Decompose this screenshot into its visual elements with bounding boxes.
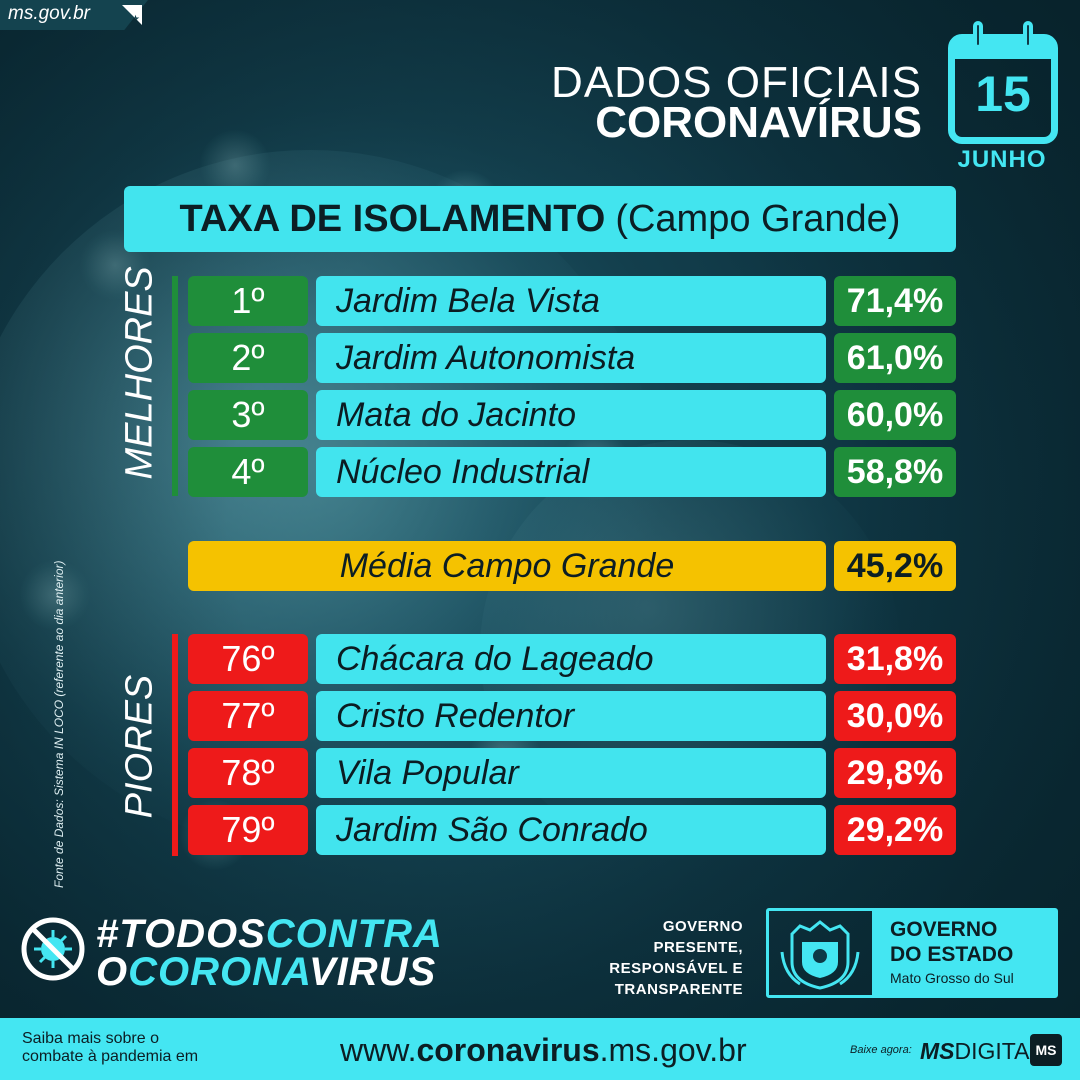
worst-value: 29,8% [834,748,956,798]
campaign-line1: #TODOSCONTRA [96,912,443,957]
worst-label: PIORES [118,674,161,819]
best-label: MELHORES [118,266,161,480]
slogan-line: RESPONSÁVEL E [609,960,743,977]
slogan-line: PRESENTE, [653,939,743,956]
best-value: 71,4% [834,276,956,326]
best-name: Jardim Autonomista [316,333,826,383]
no-virus-icon [21,917,85,981]
url-bold: coronavirus [416,1032,600,1068]
title-sub: (Campo Grande) [615,197,901,240]
campaign-part: CONTRA [265,912,443,956]
calendar-top [955,41,1051,59]
government-title1: GOVERNO [890,918,998,941]
calendar-month: JUNHO [957,146,1047,173]
campaign-part: CORONA [128,950,309,994]
government-slogan: GOVERNO PRESENTE, RESPONSÁVEL E TRANSPAR… [609,916,743,1000]
worst-name: Chácara do Lageado [316,634,826,684]
worst-bar [172,634,178,856]
campaign-part: #TODOS [96,912,266,956]
government-state: Mato Grosso do Sul [890,970,1014,986]
worst-rank: 79º [188,805,308,855]
government-divider [872,911,875,995]
calendar-icon: 15 [948,21,1058,144]
government-title2: DO ESTADO [890,943,1014,966]
worst-rank: 76º [188,634,308,684]
best-rank: 1º [188,276,308,326]
worst-rank: 77º [188,691,308,741]
best-value: 60,0% [834,390,956,440]
government-title-box [875,911,1055,995]
campaign-part: O [96,950,129,994]
footer-url-link[interactable]: www.coronavirus.ms.gov.br [340,1032,747,1069]
state-seal-icon [780,920,860,990]
calendar-ring [1023,21,1033,49]
best-name: Jardim Bela Vista [316,276,826,326]
url-suffix: .ms.gov.br [599,1032,747,1068]
worst-name: Cristo Redentor [316,691,826,741]
best-name: Núcleo Industrial [316,447,826,497]
best-rank: 2º [188,333,308,383]
footer-info-line: combate à pandemia em [22,1048,199,1065]
calendar-ring [973,21,983,49]
best-name: Mata do Jacinto [316,390,826,440]
data-source-note: Fonte de Dados: Sistema IN LOCO (referen… [52,560,66,889]
campaign-line2: OCORONAVIRUS [96,950,436,995]
best-bar [172,276,178,496]
title-box: TAXA DE ISOLAMENTO (Campo Grande) [124,186,956,252]
worst-value: 29,2% [834,805,956,855]
average-value: 45,2% [834,541,956,591]
slogan-line: TRANSPARENTE [614,981,743,998]
slogan-line: GOVERNO [662,918,743,935]
footer-info-line: Saiba mais sobre o [22,1030,159,1047]
footer [0,1018,1080,1080]
best-value: 58,8% [834,447,956,497]
app-name-bold: MS [920,1038,955,1064]
footer-info: Saiba mais sobre o combate à pandemia em [22,1030,198,1066]
title-main: TAXA DE ISOLAMENTO [179,197,606,240]
government-logo [766,908,1058,998]
app-name-rest: DIGITAL [954,1038,1043,1064]
url-prefix: www. [340,1032,417,1068]
app-name[interactable]: MSDIGITAL [920,1038,1042,1065]
download-label: Baixe agora: [850,1044,912,1056]
average-name: Média Campo Grande [188,541,826,591]
site-tag-text[interactable]: ms.gov.br [8,3,91,24]
best-rank: 4º [188,447,308,497]
worst-name: Vila Popular [316,748,826,798]
best-value: 61,0% [834,333,956,383]
calendar-day: 15 [975,66,1031,122]
worst-value: 30,0% [834,691,956,741]
header-line1: DADOS OFICIAIS [551,58,922,107]
ms-digital-logo-icon[interactable]: MS [1030,1034,1062,1066]
worst-rank: 78º [188,748,308,798]
header-line2: CORONAVÍRUS [595,98,922,147]
campaign-part: VIRUS [308,950,437,994]
best-rank: 3º [188,390,308,440]
worst-value: 31,8% [834,634,956,684]
worst-name: Jardim São Conrado [316,805,826,855]
